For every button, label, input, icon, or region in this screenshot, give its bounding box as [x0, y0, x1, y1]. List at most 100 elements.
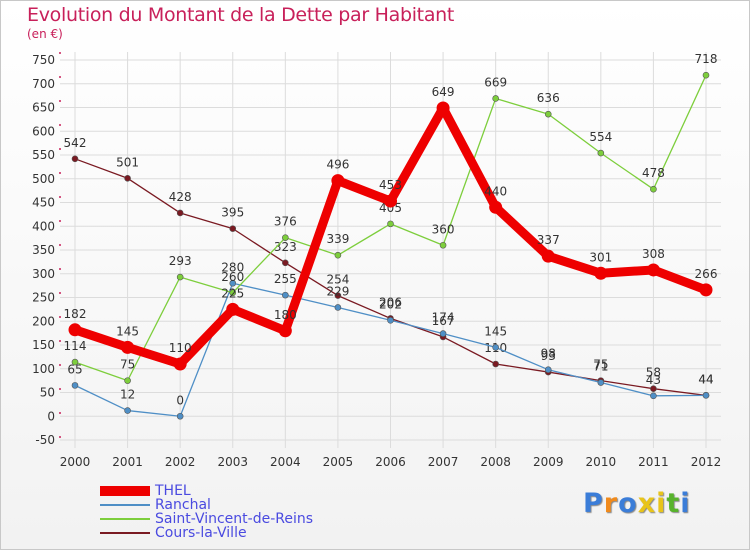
data-label: 206 [379, 295, 402, 309]
data-point [387, 316, 394, 324]
data-label: 254 [326, 273, 349, 287]
data-point [384, 194, 397, 208]
data-label: 167 [432, 314, 455, 328]
data-label: 360 [432, 222, 455, 236]
data-point [282, 234, 289, 241]
x-tick-label: 2004 [270, 455, 301, 469]
data-label: 65 [67, 362, 82, 376]
legend-swatch-thel [100, 486, 150, 496]
data-point [544, 110, 552, 118]
y-tick-label: 50 [40, 386, 55, 400]
y-tick-label: 350 [32, 243, 55, 257]
data-label: 93 [541, 349, 556, 363]
y-tick-label: 150 [32, 338, 55, 352]
data-point [226, 302, 240, 316]
data-point [176, 273, 184, 281]
data-point [436, 101, 450, 115]
data-point [541, 249, 555, 263]
y-tick-label: 750 [32, 53, 55, 67]
data-label: 174 [432, 311, 455, 325]
data-point [124, 174, 131, 182]
data-point [439, 330, 447, 337]
data-point [650, 385, 657, 393]
proxiti-logo: Proxiti [583, 488, 691, 519]
data-point [124, 377, 131, 384]
data-label: 75 [120, 358, 135, 372]
data-point [121, 340, 135, 354]
data-label: 229 [326, 284, 349, 298]
y-tick-label: 600 [32, 124, 55, 138]
data-label: 542 [64, 136, 87, 150]
data-label: 180 [274, 308, 297, 322]
y-tick-label: 450 [32, 196, 55, 210]
logo-letter: o [618, 488, 638, 519]
data-point [124, 407, 131, 414]
data-label: 44 [698, 372, 713, 386]
data-point [492, 344, 499, 351]
x-tick-label: 2007 [428, 455, 459, 469]
x-tick-label: 2012 [691, 455, 722, 469]
data-label: 669 [484, 75, 507, 89]
legend-swatch-cours-la-ville [100, 532, 150, 534]
data-point [597, 379, 605, 386]
x-tick-label: 2006 [375, 455, 406, 469]
data-point [71, 155, 79, 163]
data-point [702, 392, 710, 399]
y-tick-label: -50 [35, 433, 55, 447]
x-tick-label: 2001 [112, 455, 143, 469]
data-label: 43 [646, 373, 661, 387]
legend-label-saint-vincent-de-reins: Saint-Vincent-de-Reins [155, 511, 314, 527]
legend-label-ranchal: Ranchal [155, 497, 211, 513]
data-label: 12 [120, 388, 135, 402]
logo-letter: i [680, 488, 691, 519]
data-point [331, 174, 345, 188]
data-point [334, 251, 342, 259]
data-point [173, 357, 187, 371]
data-point [68, 323, 82, 337]
y-tick-label: 550 [32, 148, 55, 162]
data-label: 71 [593, 360, 608, 374]
data-point [282, 259, 289, 267]
data-label: 0 [176, 393, 184, 407]
chart-unit: (en €) [27, 27, 63, 41]
data-label: 266 [695, 267, 718, 281]
data-point [229, 289, 237, 297]
data-point [492, 95, 499, 102]
data-label: 280 [221, 260, 244, 274]
data-label: 440 [484, 184, 507, 198]
legend-label-thel: THEL [155, 483, 191, 499]
data-point [229, 279, 237, 287]
data-label: 395 [221, 206, 244, 220]
x-tick-label: 2000 [60, 455, 91, 469]
logo-letter: x [637, 488, 657, 519]
data-label: 145 [116, 324, 139, 338]
data-point [229, 225, 237, 232]
data-label: 110 [169, 341, 192, 355]
y-tick-label: 500 [32, 172, 55, 186]
x-tick-label: 2002 [165, 455, 196, 469]
data-label: 478 [642, 166, 665, 180]
data-label: 260 [221, 270, 244, 284]
x-tick-label: 2011 [638, 455, 669, 469]
legend-swatch-saint-vincent-de-reins [100, 518, 150, 520]
data-point [594, 266, 608, 280]
data-label: 301 [589, 250, 612, 264]
x-tick-label: 2008 [480, 455, 511, 469]
data-label: 376 [274, 215, 297, 229]
data-point [702, 71, 710, 79]
data-label: 114 [64, 339, 87, 353]
data-point [71, 358, 79, 366]
y-tick-label: 650 [32, 101, 55, 115]
data-point [334, 292, 342, 299]
x-tick-label: 2009 [533, 455, 564, 469]
data-label: 496 [326, 158, 349, 172]
data-label: 337 [537, 233, 560, 247]
x-tick-label: 2005 [323, 455, 354, 469]
data-point [176, 209, 184, 217]
data-point [489, 200, 503, 214]
x-tick-label: 2003 [217, 455, 248, 469]
data-label: 649 [432, 85, 455, 99]
chart-title: Evolution du Montant de la Dette par Hab… [27, 4, 455, 26]
data-point [492, 360, 499, 368]
